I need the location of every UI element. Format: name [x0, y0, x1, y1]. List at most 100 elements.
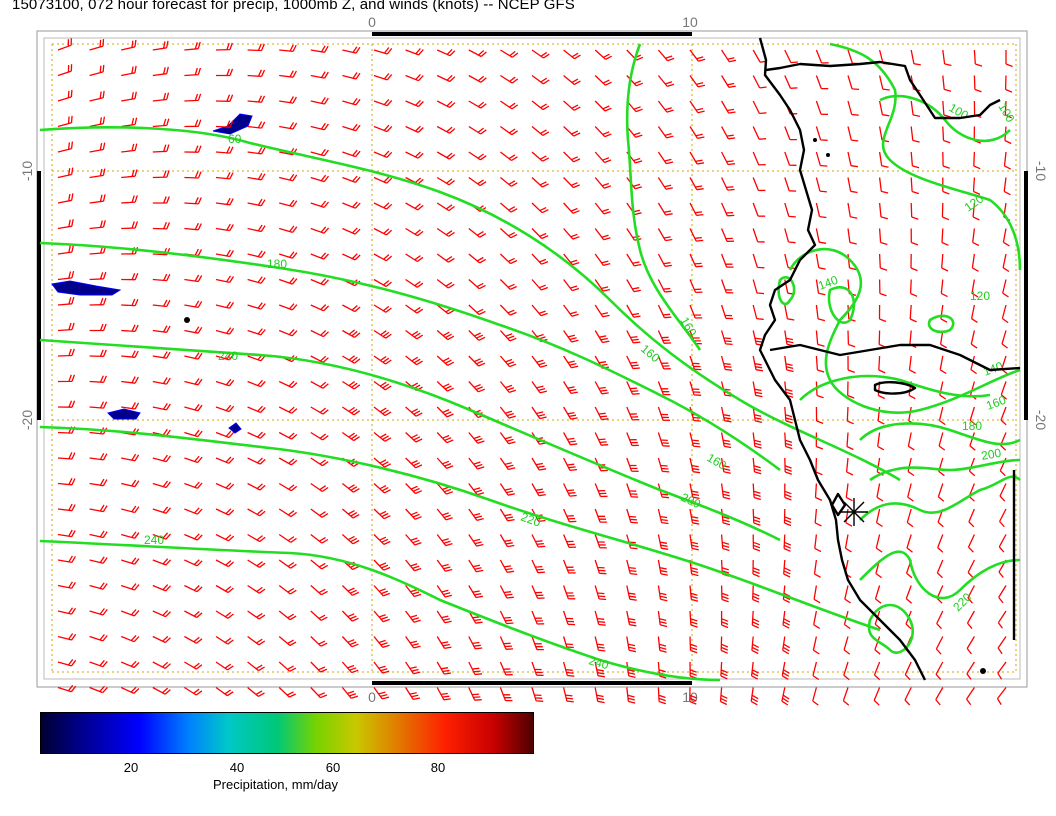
wind-barb — [626, 559, 638, 576]
wind-barb — [121, 195, 138, 204]
wind-barb — [341, 636, 359, 648]
wind-barb — [215, 301, 235, 309]
wind-barb — [279, 173, 298, 182]
wind-barb — [657, 177, 673, 190]
wind-barb — [310, 482, 329, 493]
wind-barb — [247, 431, 266, 439]
wind-barb — [468, 585, 484, 599]
wind-barb — [563, 49, 581, 60]
wind-barb — [373, 406, 392, 417]
wind-barb — [57, 607, 77, 615]
wind-barb — [215, 430, 235, 439]
wind-barb — [842, 687, 850, 706]
wind-barb — [752, 151, 766, 166]
wind-barb — [904, 661, 912, 681]
wind-barb — [783, 508, 792, 527]
wind-barb — [373, 380, 392, 391]
wind-barb — [720, 661, 728, 680]
wind-barb — [905, 585, 913, 604]
wind-barb — [815, 126, 828, 141]
wind-barb — [310, 71, 329, 79]
wind-barb — [184, 481, 203, 489]
station-marker — [840, 498, 868, 526]
wind-barb — [405, 48, 424, 56]
wind-barb — [904, 687, 912, 706]
wind-barb — [121, 505, 140, 514]
wind-barb — [57, 452, 76, 460]
wind-barb — [721, 228, 735, 243]
wind-barb — [184, 222, 202, 231]
wind-barb — [373, 431, 392, 442]
wind-barb — [152, 299, 171, 308]
wind-barb — [184, 326, 203, 334]
wind-barb — [875, 534, 883, 553]
wind-barb — [909, 304, 917, 323]
wind-barb — [436, 585, 453, 598]
wind-barb — [626, 406, 640, 421]
contour-line — [927, 314, 955, 334]
wind-barb — [89, 116, 106, 128]
wind-barb — [1003, 177, 1011, 196]
wind-barb — [721, 75, 736, 89]
wind-barb — [373, 73, 393, 81]
wind-barb — [152, 351, 171, 359]
wind-barb — [626, 330, 641, 344]
wind-barb — [1002, 279, 1009, 298]
wind-barb — [278, 406, 298, 414]
wind-barb — [342, 329, 361, 338]
wind-barb — [594, 253, 611, 267]
wind-barb — [310, 457, 329, 467]
wind-barb — [184, 610, 203, 619]
wind-barb — [531, 559, 545, 574]
wind-barb — [342, 149, 361, 158]
wind-barb — [845, 457, 854, 476]
wind-barb — [152, 609, 171, 618]
wind-barb — [278, 380, 298, 389]
wind-barb — [405, 483, 423, 495]
wind-barb — [57, 64, 73, 77]
wind-barb — [184, 67, 202, 77]
bottom-tick-0: 0 — [368, 689, 376, 705]
wind-barb — [847, 177, 858, 194]
wind-barb — [89, 608, 108, 616]
wind-barb — [184, 378, 203, 386]
wind-barb — [998, 534, 1007, 553]
wind-barb — [436, 381, 454, 392]
wind-barb — [752, 279, 765, 295]
wind-barb — [720, 585, 729, 603]
contour-labels: 60 180 240 240 120 160 160 140 160 180 2… — [144, 100, 1018, 672]
wind-barb — [531, 610, 545, 625]
wind-barb — [784, 355, 794, 373]
wind-barb — [373, 124, 393, 133]
wind-barb — [563, 406, 578, 420]
wind-barb — [721, 126, 736, 140]
wind-barb — [499, 610, 514, 625]
wind-barb — [689, 534, 699, 551]
wind-barb — [247, 43, 265, 52]
wind-barb — [247, 533, 266, 543]
wind-barb — [215, 223, 234, 232]
wind-barb — [847, 75, 860, 91]
wind-barb — [531, 457, 547, 471]
wind-barb — [373, 610, 390, 623]
wind-barb — [499, 483, 516, 496]
wind-barb — [846, 406, 854, 425]
wind-barb — [657, 457, 670, 473]
wind-barb — [814, 508, 822, 527]
wind-barb — [468, 125, 487, 135]
wind-barb — [907, 483, 914, 502]
wind-barb — [720, 432, 732, 449]
wind-barb — [405, 457, 423, 469]
wind-barb — [278, 329, 298, 337]
wind-barb — [184, 300, 203, 309]
wind-barb — [721, 177, 735, 191]
wind-barb — [499, 202, 518, 213]
wind-barb — [57, 38, 72, 51]
wind-barb — [89, 90, 105, 102]
wind-barb — [689, 483, 700, 500]
wind-barb — [531, 177, 549, 188]
wind-barb — [626, 75, 644, 87]
wind-barb — [436, 125, 456, 134]
wind-barb — [626, 661, 636, 679]
wind-barb — [373, 534, 391, 545]
